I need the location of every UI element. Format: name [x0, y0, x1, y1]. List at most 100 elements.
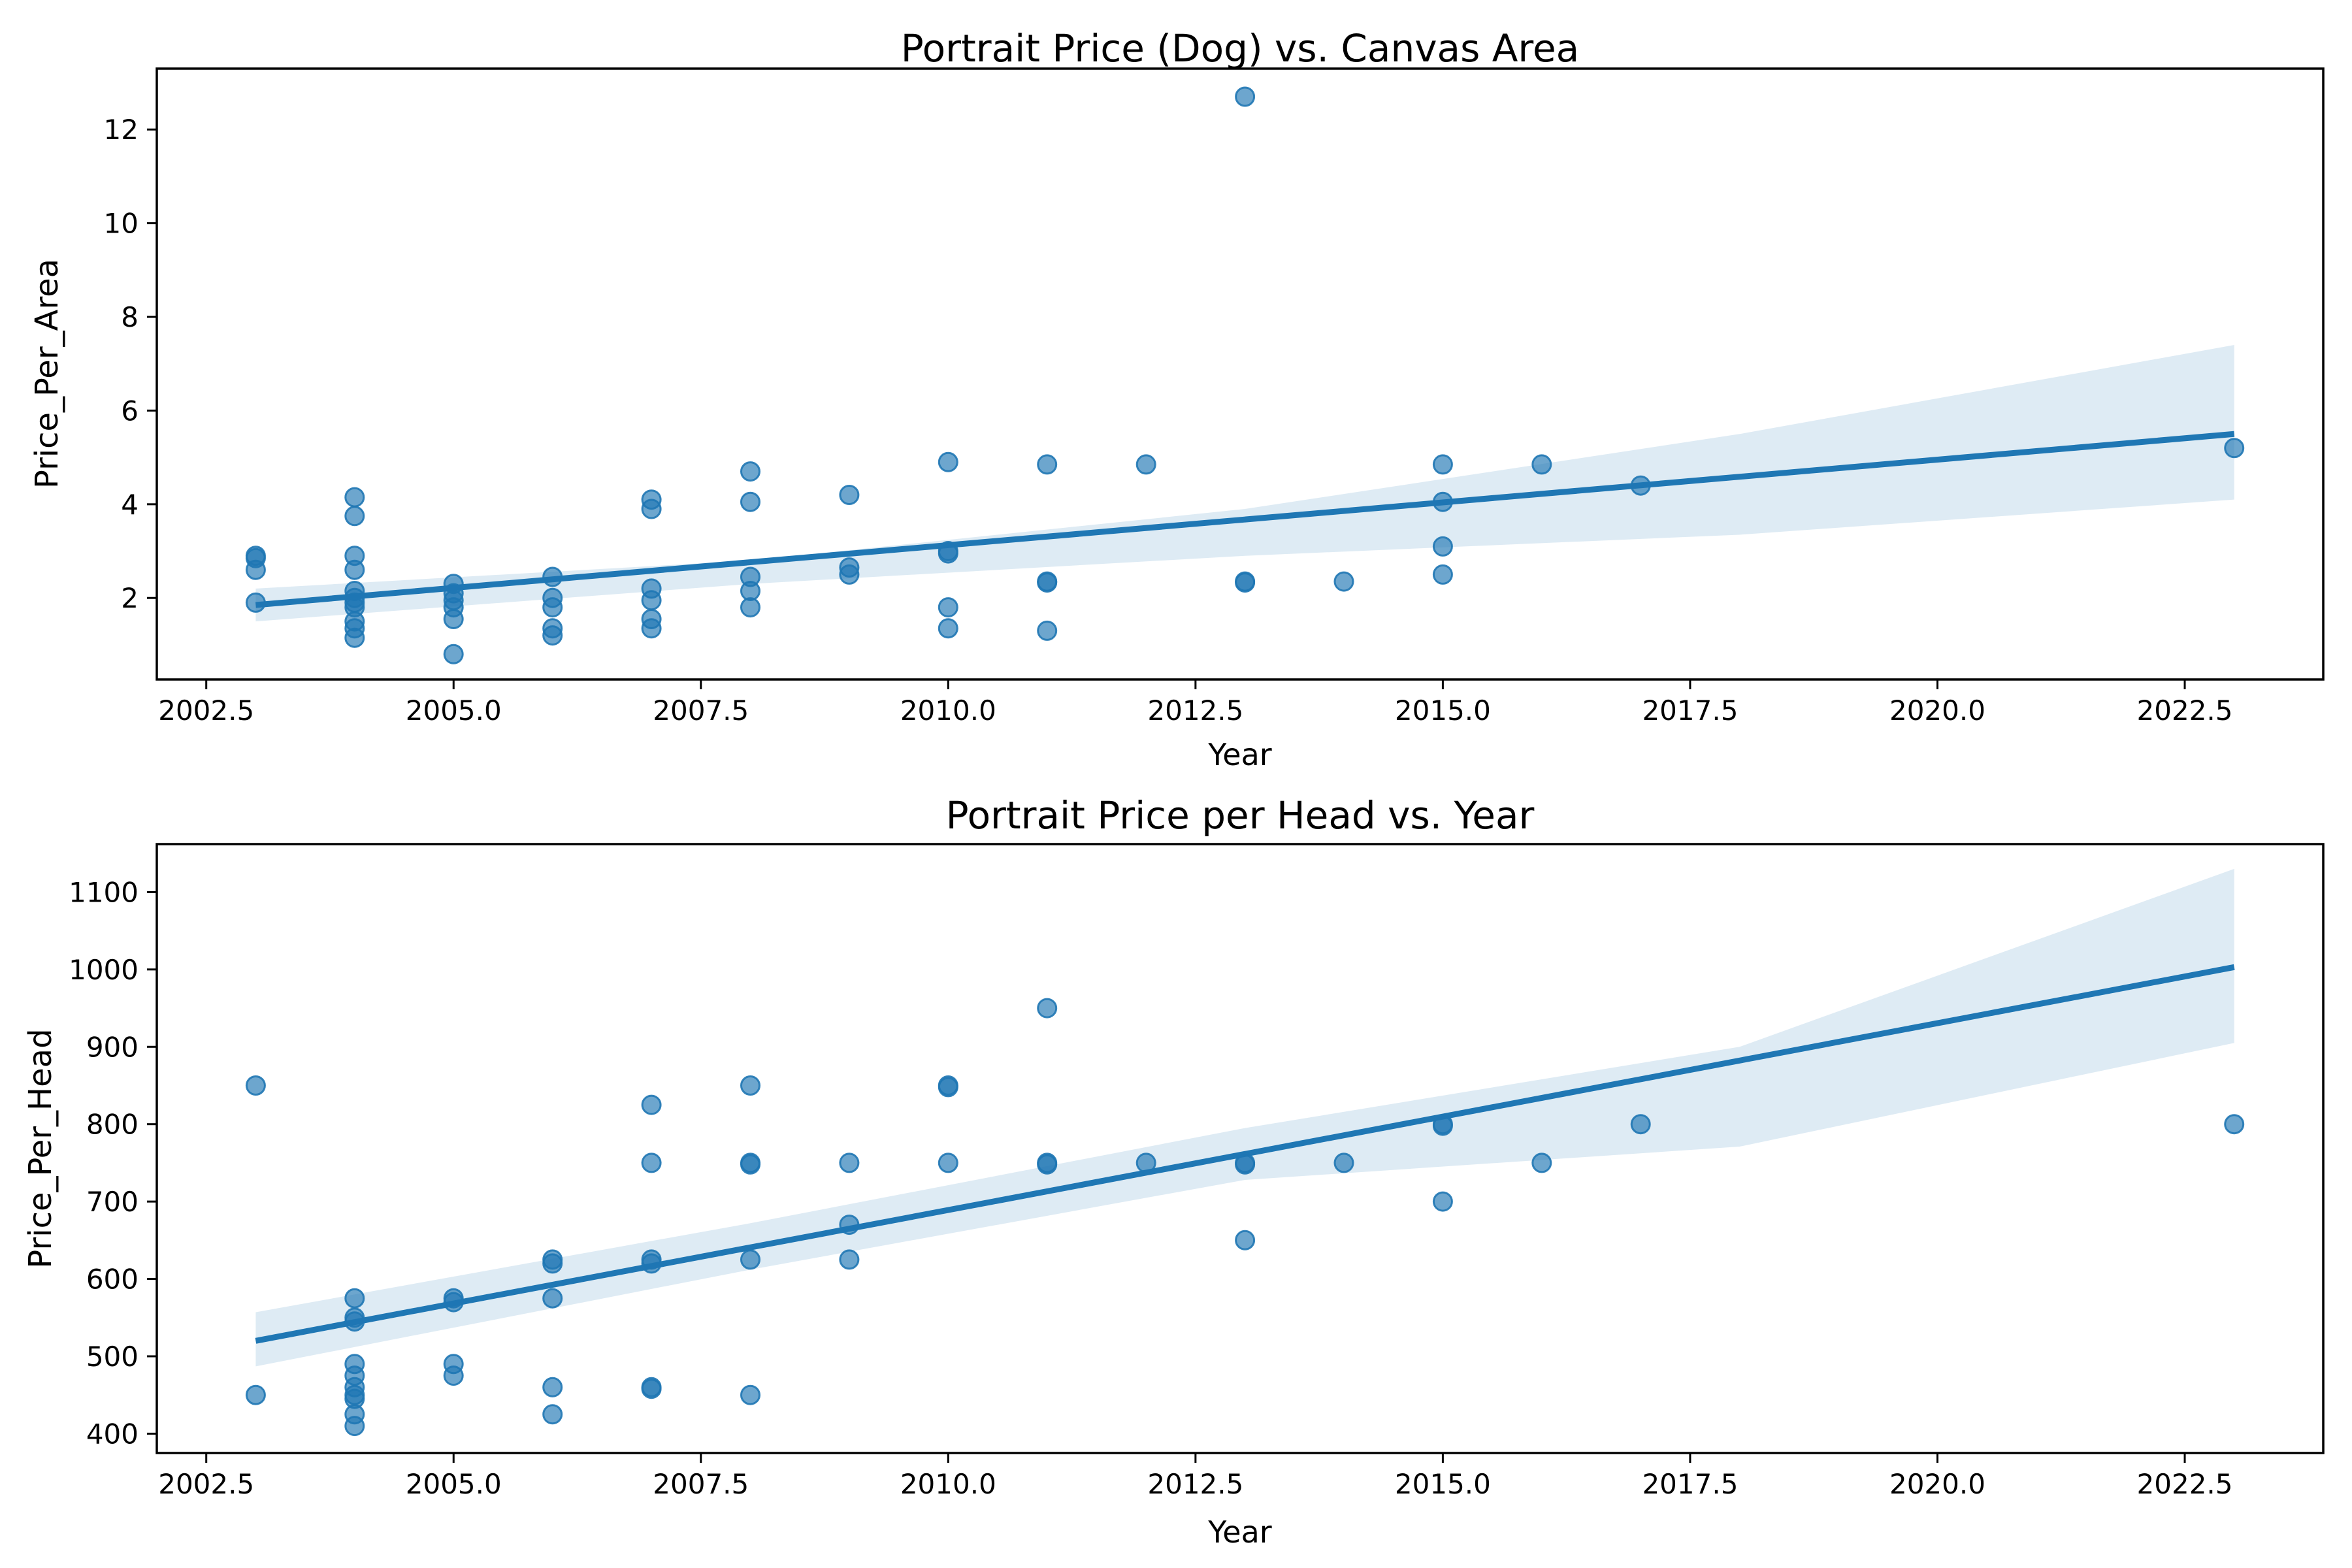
scatter-point	[443, 1292, 464, 1313]
bottom-chart-ylabel: Price_Per_Head	[22, 1028, 59, 1269]
x-tick-label: 2020.0	[1889, 694, 1985, 727]
scatter-point	[740, 1075, 760, 1096]
scatter-point	[344, 487, 365, 508]
scatter-point	[1037, 572, 1058, 593]
scatter-point	[1432, 1115, 1453, 1136]
scatter-point	[938, 597, 958, 618]
bottom-chart-title: Portrait Price per Head vs. Year	[945, 793, 1535, 838]
scatter-point	[1235, 572, 1256, 593]
top-chart-xlabel: Year	[1208, 737, 1272, 772]
scatter-point	[740, 1384, 760, 1405]
scatter-point	[1037, 620, 1058, 641]
scatter-point	[740, 461, 760, 482]
x-tick-label: 2017.5	[1642, 694, 1738, 727]
scatter-point	[245, 559, 266, 580]
scatter-point	[1235, 1154, 1256, 1175]
bottom-chart: 2002.5 2005.0 2007.5 2010.0 2012.5 2015.0 2017…	[69, 843, 2325, 1500]
confidence-band	[255, 868, 2234, 1367]
scatter-point	[245, 1075, 266, 1096]
top-chart-title: Portrait Price (Dog) vs. Canvas Area	[900, 26, 1580, 71]
x-tick-label: 2002.5	[158, 1468, 254, 1500]
scatter-point	[344, 627, 365, 648]
scatter-point	[641, 1379, 662, 1399]
scatter-point	[1432, 1191, 1453, 1212]
scatter-point	[641, 590, 662, 611]
scatter-point	[542, 566, 563, 587]
scatter-point	[2224, 1114, 2245, 1135]
scatter-point	[740, 1249, 760, 1270]
scatter-point	[938, 618, 958, 639]
scatter-point	[443, 1365, 464, 1386]
x-tick-label: 2012.5	[1147, 694, 1243, 727]
scatter-point	[1135, 454, 1156, 475]
scatter-point	[641, 1152, 662, 1173]
scatter-point	[938, 1077, 958, 1098]
x-tick-label: 2022.5	[2137, 1468, 2233, 1500]
plot-frame	[155, 843, 2325, 1454]
x-tick-label: 2010.0	[900, 694, 996, 727]
scatter-point	[344, 1416, 365, 1437]
x-tick-label: 2005.0	[406, 1468, 502, 1500]
y-tick-label: 2	[121, 582, 139, 614]
scatter-point	[740, 597, 760, 618]
scatter-point	[344, 506, 365, 527]
bottom-chart-xlabel: Year	[1208, 1514, 1272, 1550]
scatter-point	[245, 592, 266, 613]
y-tick-label: 6	[121, 395, 139, 427]
y-tick-label: 1100	[69, 876, 139, 908]
scatter-point	[443, 609, 464, 629]
y-tick-label: 500	[86, 1341, 139, 1373]
y-tick-label: 10	[104, 208, 139, 240]
x-tick-label: 2007.5	[653, 694, 749, 727]
scatter-point	[1432, 536, 1453, 557]
scatter-point	[542, 1288, 563, 1309]
y-tick-label: 800	[86, 1109, 139, 1141]
scatter-point	[1531, 454, 1552, 475]
x-tick-label: 2022.5	[2137, 694, 2233, 727]
scatter-point	[839, 1152, 860, 1173]
scatter-point	[938, 451, 958, 472]
x-tick-label: 2007.5	[653, 1468, 749, 1500]
scatter-point	[938, 543, 958, 564]
y-tick-label: 4	[121, 489, 139, 521]
scatter-point	[1432, 454, 1453, 475]
scatter-point	[1037, 1154, 1058, 1175]
scatter-point	[1333, 571, 1354, 592]
scatter-point	[2224, 438, 2245, 459]
scatter-point	[1432, 491, 1453, 512]
plot-frame	[155, 67, 2325, 681]
x-tick-label: 2015.0	[1395, 1468, 1491, 1500]
scatter-point	[938, 1152, 958, 1173]
scatter-point	[1235, 1230, 1256, 1250]
scatter-point	[542, 1253, 563, 1274]
x-tick-label: 2015.0	[1395, 694, 1491, 727]
y-tick-label: 400	[86, 1418, 139, 1450]
scatter-point	[344, 559, 365, 580]
scatter-point	[839, 485, 860, 505]
scatter-point	[740, 1154, 760, 1175]
scatter-point	[443, 644, 464, 664]
scatter-point	[1333, 1152, 1354, 1173]
x-tick-label: 2005.0	[406, 694, 502, 727]
x-tick-label: 2012.5	[1147, 1468, 1243, 1500]
x-tick-label: 2020.0	[1889, 1468, 1985, 1500]
scatter-point	[1135, 1152, 1156, 1173]
scatter-point	[641, 498, 662, 519]
scatter-point	[641, 618, 662, 639]
top-chart: 2002.5 2005.0 2007.5 2010.0 2012.5 2015.0 2017…	[104, 67, 2325, 727]
scatter-point	[344, 1311, 365, 1332]
scatter-point	[1235, 86, 1256, 107]
scatter-point	[1630, 1114, 1651, 1135]
y-tick-label: 900	[86, 1031, 139, 1063]
scatter-point	[542, 1404, 563, 1425]
y-tick-label: 700	[86, 1186, 139, 1218]
scatter-point	[1432, 564, 1453, 585]
top-chart-ylabel: Price_Per_Area	[29, 258, 65, 489]
scatter-point	[641, 1253, 662, 1274]
y-tick-label: 8	[121, 301, 139, 333]
scatter-point	[344, 1288, 365, 1309]
scatter-point	[839, 1215, 860, 1235]
scatter-point	[839, 1249, 860, 1270]
scatter-point	[245, 1384, 266, 1405]
